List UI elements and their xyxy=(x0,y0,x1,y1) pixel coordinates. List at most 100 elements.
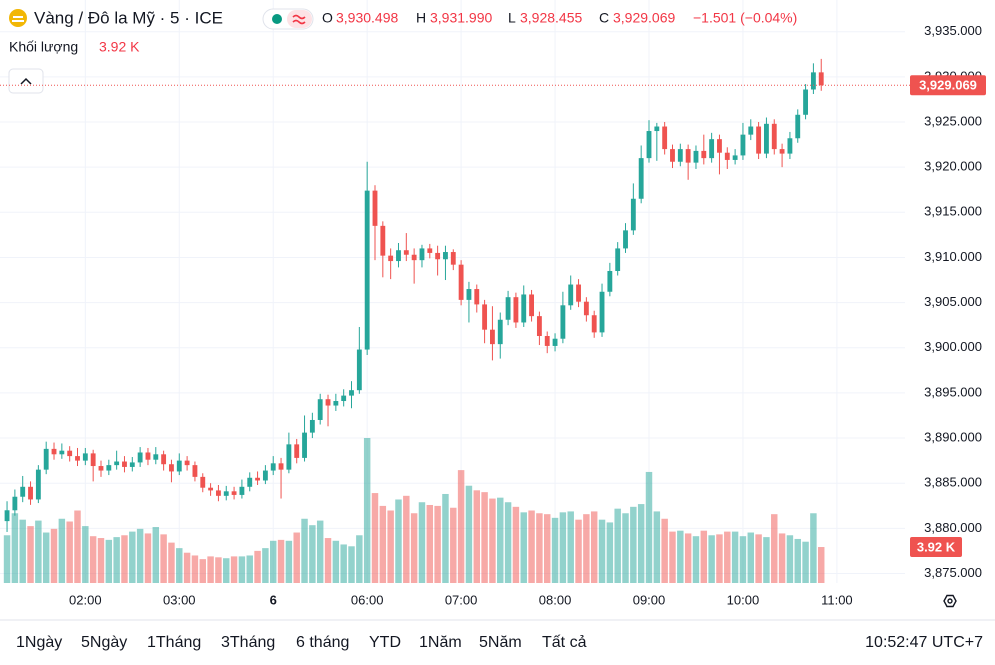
last-price-label: 3,929.069 xyxy=(919,78,977,93)
candle-body xyxy=(529,294,534,317)
candle-body xyxy=(396,250,401,262)
volume-bar xyxy=(58,518,66,583)
volume-bar xyxy=(512,506,520,583)
x-tick-label: 10:00 xyxy=(727,592,760,607)
x-tick-label: 11:00 xyxy=(821,592,853,607)
candle-body xyxy=(497,319,503,345)
volume-bar xyxy=(802,541,809,583)
candle-body xyxy=(255,477,260,481)
candle-body xyxy=(137,452,143,463)
volume-bar xyxy=(583,514,590,583)
range-button[interactable]: Tất cả xyxy=(542,634,587,651)
range-button[interactable]: 6 tháng xyxy=(296,634,349,651)
candle-body xyxy=(489,329,495,345)
range-button[interactable]: 3Tháng xyxy=(221,634,275,651)
x-tick-label: 03:00 xyxy=(163,592,196,607)
volume-bar xyxy=(606,522,614,583)
collapse-button[interactable] xyxy=(8,68,44,94)
settings-button[interactable] xyxy=(943,594,957,608)
x-tick-label: 6 xyxy=(270,592,277,607)
volume-bar xyxy=(285,540,293,583)
volume-bar xyxy=(481,492,488,583)
volume-bar xyxy=(810,513,817,583)
volume-bar xyxy=(418,502,426,583)
volume-bar xyxy=(786,535,794,583)
x-tick-label: 07:00 xyxy=(445,592,478,607)
candle-body xyxy=(810,72,816,90)
range-button[interactable]: YTD xyxy=(369,634,401,651)
candle-body xyxy=(701,150,707,159)
y-tick-label: 3,935.000 xyxy=(924,23,982,38)
volume-bar xyxy=(661,518,668,583)
volume-bar xyxy=(379,505,387,583)
volume-bar xyxy=(152,527,160,583)
range-button[interactable]: 1Tháng xyxy=(147,634,201,651)
volume-bar xyxy=(293,532,300,583)
candle-body xyxy=(270,463,276,471)
range-button[interactable]: 1Ngày xyxy=(16,634,62,651)
volume-bar xyxy=(551,517,559,583)
candle-body xyxy=(693,150,699,163)
volume-legend-value: 3.92 K xyxy=(99,39,140,55)
volume-bar xyxy=(191,555,199,583)
candle-body xyxy=(521,294,527,323)
candle-body xyxy=(505,297,511,320)
volume-bar xyxy=(528,510,535,583)
volume-bar xyxy=(42,532,50,583)
delay-badge[interactable] xyxy=(287,10,312,28)
volume-bar xyxy=(520,512,527,583)
candle-body xyxy=(12,496,18,511)
range-button[interactable]: 5Ngày xyxy=(81,634,127,651)
volume-bar xyxy=(277,539,285,583)
candle-body xyxy=(388,255,394,262)
candle-body xyxy=(427,248,433,253)
range-button[interactable]: 5Năm xyxy=(479,634,522,651)
candle-body xyxy=(372,190,378,226)
x-tick-label: 08:00 xyxy=(539,592,572,607)
candle-body xyxy=(607,270,613,292)
candle-body xyxy=(403,250,409,255)
candle-body xyxy=(231,491,237,495)
candle-body xyxy=(153,454,159,460)
volume-bar xyxy=(230,556,238,583)
volume-bar xyxy=(348,546,355,583)
candle-body xyxy=(247,477,253,487)
volume-bar xyxy=(778,533,786,583)
market-open-dot xyxy=(272,14,282,24)
volume-bar xyxy=(465,485,473,583)
x-tick-label: 06:00 xyxy=(351,592,384,607)
symbol-icon-mark xyxy=(12,16,24,22)
volume-bar xyxy=(410,513,418,583)
candle-body xyxy=(317,399,323,420)
volume-bar xyxy=(794,538,801,583)
x-tick-label: 09:00 xyxy=(633,592,666,607)
volume-bar xyxy=(176,548,183,583)
volume-bar xyxy=(105,539,113,583)
volume-bar xyxy=(771,514,778,583)
volume-bar xyxy=(473,490,480,583)
settings-icon xyxy=(947,598,953,604)
candle-body xyxy=(309,419,315,433)
volume-bar xyxy=(74,510,81,583)
range-button[interactable]: 1Năm xyxy=(419,634,462,651)
candle-body xyxy=(215,490,221,496)
volume-bar xyxy=(575,519,582,583)
volume-bar xyxy=(637,504,645,583)
volume-bar xyxy=(692,536,700,583)
candle-body xyxy=(670,149,675,162)
y-tick-label: 3,925.000 xyxy=(924,113,982,128)
y-tick-label: 3,900.000 xyxy=(924,339,982,354)
candle-body xyxy=(223,491,229,496)
volume-bar xyxy=(19,519,26,583)
candle-body xyxy=(419,248,425,261)
candle-body xyxy=(638,158,644,199)
candle-body xyxy=(192,465,198,477)
candle-body xyxy=(779,149,785,154)
candle-body xyxy=(380,225,386,256)
legend-open-label: O xyxy=(322,10,333,26)
candle-body xyxy=(560,305,566,339)
candle-body xyxy=(795,114,801,139)
volume-bar xyxy=(27,526,34,583)
candle-body xyxy=(740,134,746,156)
